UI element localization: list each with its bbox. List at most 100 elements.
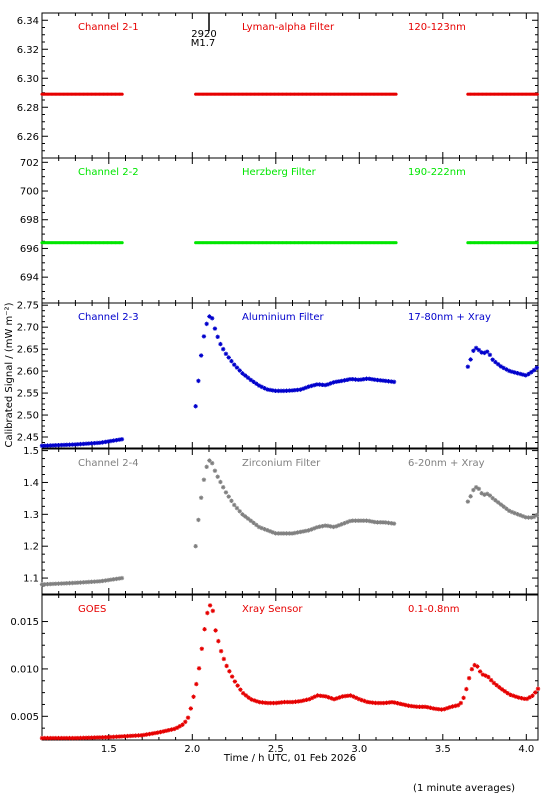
data-point <box>312 694 317 699</box>
data-point <box>350 377 355 382</box>
panel-filter-label: Aluminium Filter <box>242 312 325 323</box>
data-point <box>420 704 425 710</box>
data-point <box>232 502 237 508</box>
series-segment-3 <box>465 485 539 520</box>
data-point <box>120 241 124 245</box>
data-point <box>458 700 464 706</box>
data-point <box>422 704 428 710</box>
data-point <box>391 379 397 385</box>
data-point <box>61 442 67 448</box>
panel-band-label: 0.1-0.8nm <box>408 604 460 615</box>
data-point <box>64 581 69 586</box>
y-tick-label: 2.70 <box>17 323 39 334</box>
data-point <box>92 579 97 584</box>
data-point <box>501 365 506 371</box>
data-point <box>86 735 92 740</box>
data-point <box>276 700 282 705</box>
data-point <box>493 498 498 503</box>
data-point <box>193 404 198 409</box>
data-point <box>488 677 494 683</box>
data-point <box>114 576 119 582</box>
data-point <box>367 376 372 382</box>
data-point <box>262 526 267 532</box>
data-point <box>378 700 384 706</box>
data-point <box>334 696 340 701</box>
data-point <box>100 735 105 740</box>
data-point <box>108 577 114 582</box>
data-point <box>67 442 72 447</box>
data-point <box>331 696 337 702</box>
data-point <box>114 734 119 739</box>
data-point <box>61 735 67 741</box>
data-point <box>122 734 127 739</box>
data-point <box>161 729 166 734</box>
data-point <box>328 524 333 529</box>
data-point <box>251 698 257 703</box>
data-point <box>265 387 270 392</box>
data-point <box>411 704 417 709</box>
data-point <box>345 693 351 699</box>
data-point <box>534 365 539 371</box>
data-point <box>309 695 315 701</box>
data-point <box>292 530 298 536</box>
data-point <box>278 388 284 394</box>
data-point <box>524 696 530 702</box>
data-point <box>268 700 273 706</box>
data-point <box>172 726 177 732</box>
data-point <box>70 442 75 447</box>
data-point <box>484 491 490 497</box>
panel-filter-label: Herzberg Filter <box>242 167 317 178</box>
data-point <box>353 518 358 523</box>
data-point <box>97 735 103 740</box>
y-axis-title: Calibrated Signal / (mW m⁻²) <box>4 302 15 447</box>
data-point <box>276 531 281 536</box>
data-point <box>86 579 92 585</box>
data-point <box>72 735 78 741</box>
y-tick-label: 6.26 <box>17 132 39 143</box>
data-point <box>86 441 92 446</box>
data-point <box>331 380 336 385</box>
data-point <box>331 524 336 530</box>
y-tick-label: 0.005 <box>10 712 39 723</box>
data-point <box>533 690 538 695</box>
data-point <box>259 384 264 390</box>
x-tick-label: 3.5 <box>435 744 451 755</box>
panel-frame <box>41 448 539 595</box>
data-point <box>506 368 512 374</box>
data-point <box>314 525 320 530</box>
data-point <box>130 733 136 738</box>
data-point <box>103 578 108 583</box>
data-point <box>323 694 329 699</box>
data-point <box>499 687 505 692</box>
data-point <box>296 699 301 704</box>
x-tick-label: 2.5 <box>268 744 284 755</box>
data-point <box>333 524 339 529</box>
y-tick-label: 702 <box>20 158 39 169</box>
data-point <box>42 582 47 587</box>
data-point <box>373 700 378 706</box>
data-point <box>347 518 353 524</box>
panel-5: 0.005 0.010 0.015 GOES Xray Sensor 0.1-0.8nm <box>10 594 541 741</box>
data-point <box>281 531 287 536</box>
data-point <box>285 699 290 705</box>
data-point <box>94 579 100 584</box>
data-point <box>486 674 491 680</box>
panel-frame <box>41 12 539 159</box>
data-point <box>325 523 331 529</box>
data-point <box>169 727 174 732</box>
data-point <box>318 693 323 698</box>
x-tick-label: 4.0 <box>518 744 534 755</box>
data-point <box>201 334 207 339</box>
data-point <box>229 498 234 504</box>
data-point <box>70 580 75 586</box>
data-point <box>78 735 83 741</box>
data-point <box>136 733 141 738</box>
data-point <box>483 673 488 678</box>
data-point <box>232 679 238 684</box>
data-point <box>386 520 391 526</box>
data-point <box>515 370 520 376</box>
series-segment-1 <box>39 603 541 741</box>
data-point <box>400 702 406 707</box>
data-point <box>303 385 309 390</box>
